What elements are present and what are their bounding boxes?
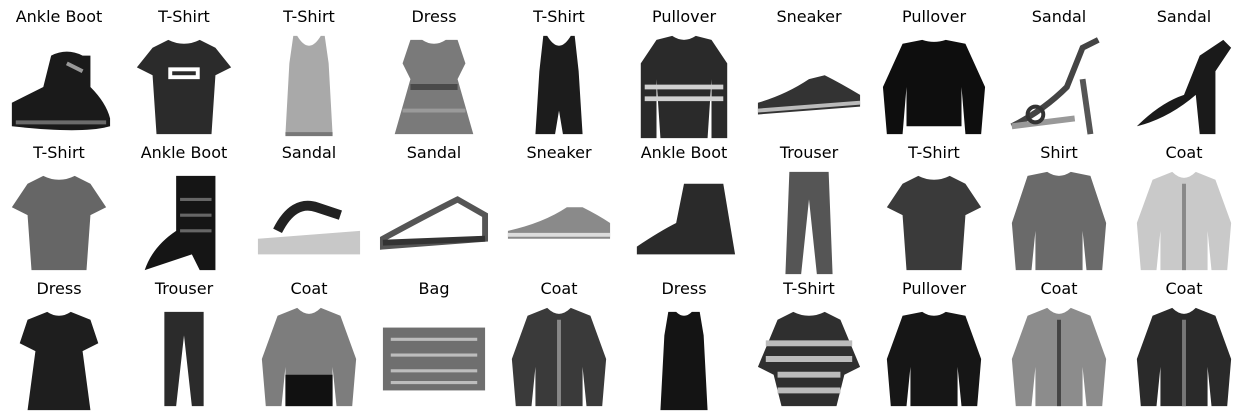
grid-cell: Sandal: [1004, 4, 1114, 138]
bag-icon: [382, 327, 486, 391]
sandal-icon: [257, 200, 361, 255]
trouser-icon: [785, 171, 833, 275]
tshirt-icon: [757, 311, 861, 407]
coat-icon: [1136, 171, 1232, 271]
grid-cell: Sandal: [254, 140, 364, 274]
image-title: Coat: [290, 279, 328, 298]
grid-cell: Coat: [1129, 276, 1239, 410]
tank-top-icon: [285, 35, 333, 137]
sandal-icon: [379, 196, 489, 250]
image-title: Ankle Boot: [15, 7, 103, 26]
sandal-icon: [1136, 39, 1232, 135]
grid-cell: Coat: [504, 276, 614, 410]
grid-cell: Sandal: [379, 140, 489, 274]
dress-icon: [660, 311, 708, 411]
grid-cell: Pullover: [629, 4, 739, 139]
grid-cell: Dress: [629, 276, 739, 411]
grid-cell: Sneaker: [754, 4, 864, 138]
grid-cell: Dress: [379, 4, 489, 138]
image-title: T-Shirt: [533, 7, 585, 26]
tank-top-icon: [535, 35, 583, 135]
trouser-icon: [164, 311, 204, 407]
grid-cell: T-Shirt: [129, 4, 239, 138]
grid-cell: T-Shirt: [4, 140, 114, 274]
image-title: Coat: [1040, 279, 1078, 298]
image-title: Sandal: [1031, 7, 1087, 26]
image-title: T-Shirt: [783, 279, 835, 298]
ankle-boot-icon: [144, 175, 216, 271]
coat-icon: [1011, 307, 1107, 407]
image-title: Bag: [418, 279, 450, 298]
image-title: Sandal: [1156, 7, 1212, 26]
grid-cell: Trouser: [129, 276, 239, 410]
ankle-boot-icon: [11, 51, 111, 131]
image-title: Shirt: [1040, 143, 1078, 162]
coat-icon: [261, 307, 357, 407]
sneaker-icon: [757, 75, 861, 115]
grid-cell: Coat: [254, 276, 364, 410]
image-title: Coat: [540, 279, 578, 298]
image-title: Coat: [1165, 279, 1203, 298]
image-title: Sandal: [281, 143, 337, 162]
grid-cell: Ankle Boot: [4, 4, 114, 138]
image-title: Sneaker: [776, 7, 842, 26]
image-title: Dress: [661, 279, 707, 298]
grid-cell: Shirt: [1004, 140, 1114, 274]
dress-icon: [19, 311, 99, 411]
sneaker-icon: [507, 207, 611, 239]
image-title: Coat: [1165, 143, 1203, 162]
ankle-boot-icon: [636, 183, 736, 255]
image-title: Trouser: [154, 279, 214, 298]
image-title: Sneaker: [526, 143, 592, 162]
image-title: T-Shirt: [283, 7, 335, 26]
grid-cell: Coat: [1004, 276, 1114, 410]
grid-cell: T-Shirt: [754, 276, 864, 410]
grid-cell: Ankle Boot: [129, 140, 239, 274]
image-title: Dress: [411, 7, 457, 26]
tshirt-icon: [136, 39, 232, 135]
image-title: T-Shirt: [158, 7, 210, 26]
image-title: Trouser: [779, 143, 839, 162]
grid-cell: Sneaker: [504, 140, 614, 274]
dress-icon: [394, 39, 474, 135]
grid-cell: T-Shirt: [504, 4, 614, 138]
shirt-icon: [1011, 171, 1107, 271]
pullover-icon: [886, 311, 982, 407]
image-title: Ankle Boot: [640, 143, 728, 162]
pullover-icon: [640, 35, 728, 139]
sandal-icon: [1010, 37, 1100, 135]
image-title: T-Shirt: [908, 143, 960, 162]
grid-cell: Bag: [379, 276, 489, 410]
grid-cell: Ankle Boot: [629, 140, 739, 274]
image-title: Ankle Boot: [140, 143, 228, 162]
grid-cell: Pullover: [879, 4, 989, 138]
pullover-icon: [882, 39, 986, 135]
grid-cell: T-Shirt: [254, 4, 364, 138]
grid-cell: T-Shirt: [879, 140, 989, 274]
image-title: Dress: [36, 279, 82, 298]
image-title: Sandal: [406, 143, 462, 162]
grid-cell: Sandal: [1129, 4, 1239, 138]
image-title: Pullover: [651, 7, 717, 26]
image-title: T-Shirt: [33, 143, 85, 162]
coat-icon: [1136, 307, 1232, 407]
grid-cell: Coat: [1129, 140, 1239, 274]
tshirt-icon: [11, 175, 107, 271]
image-title: Pullover: [901, 7, 967, 26]
grid-cell: Trouser: [754, 140, 864, 275]
grid-cell: Dress: [4, 276, 114, 411]
tshirt-icon: [886, 175, 982, 271]
grid-cell: Pullover: [879, 276, 989, 410]
image-title: Pullover: [901, 279, 967, 298]
coat-icon: [511, 307, 607, 407]
